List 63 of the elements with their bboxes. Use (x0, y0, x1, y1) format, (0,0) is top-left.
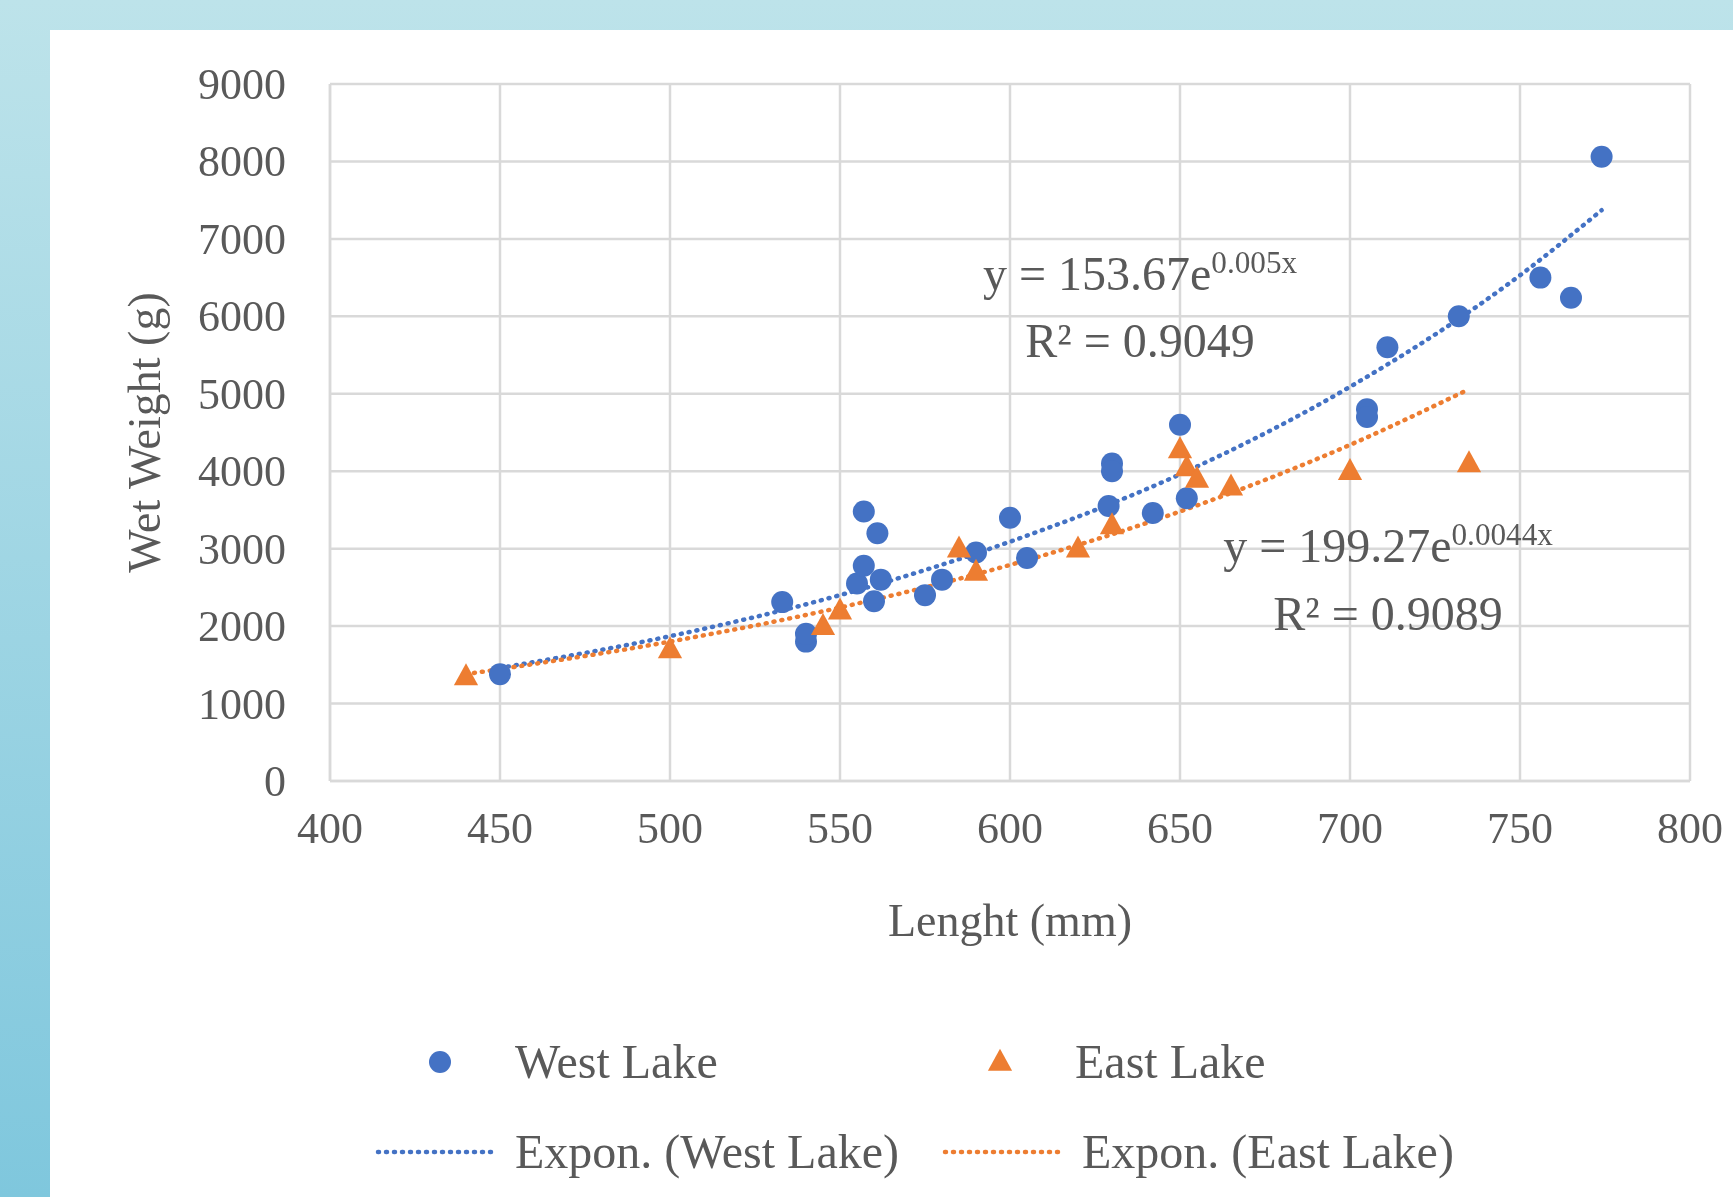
point (771, 591, 794, 614)
x-tick-label: 600 (977, 804, 1043, 853)
y-tick-label: 0 (264, 757, 286, 806)
point (1218, 473, 1244, 496)
point (453, 663, 479, 686)
point (827, 597, 853, 620)
y-tick-label: 7000 (198, 214, 286, 264)
point (963, 558, 989, 581)
point (810, 612, 836, 635)
point (914, 584, 936, 607)
legend-label: Expon. (East Lake) (1082, 1125, 1454, 1179)
y-tick-label: 4000 (198, 447, 286, 497)
x-tick-label: 450 (467, 804, 533, 853)
point (999, 506, 1021, 529)
annotation: y = 199.27e$^{0.0044x}$ (1223, 516, 1554, 572)
point (846, 572, 868, 595)
point (863, 590, 885, 613)
point (852, 500, 875, 523)
y-tick-label: 6000 (198, 292, 286, 342)
point (1184, 465, 1210, 488)
x-tick-label: 500 (637, 804, 703, 853)
point (869, 568, 892, 591)
x-tick-label: 700 (1317, 804, 1383, 853)
x-tick-label: 800 (1657, 804, 1723, 853)
y-tick-label: 8000 (198, 137, 286, 187)
point (1065, 535, 1091, 558)
legend-label: West Lake (515, 1035, 718, 1088)
point (931, 568, 953, 591)
y-tick-label: 2000 (198, 602, 286, 652)
x-tick-label: 650 (1147, 804, 1213, 853)
point (1099, 512, 1125, 535)
y-tick-label: 5000 (198, 369, 286, 419)
y-tick-label: 1000 (198, 679, 286, 729)
point (489, 663, 511, 686)
point (852, 554, 875, 577)
point (1529, 266, 1552, 289)
point (1337, 458, 1363, 481)
point (1097, 495, 1120, 518)
legend-label: East Lake (1075, 1035, 1266, 1088)
point (1560, 286, 1582, 309)
point (866, 522, 889, 545)
y-tick-label: 3000 (198, 524, 286, 574)
x-tick-label: 550 (807, 804, 873, 853)
point (1169, 413, 1191, 436)
y-axis-title: Wet Weight (g) (119, 292, 170, 573)
point (1590, 145, 1613, 168)
point (1447, 305, 1470, 328)
x-axis-title: Lenght (mm) (888, 895, 1132, 946)
point (657, 636, 683, 659)
y-tick-label: 9000 (198, 60, 286, 109)
annotation: R² = 0.9049 (1025, 314, 1255, 367)
x-tick-label: 400 (297, 804, 363, 853)
annotation: y = 153.67e$^{0.005x}$ (982, 244, 1298, 300)
point (1141, 502, 1164, 525)
legend-label: Expon. (West Lake) (515, 1125, 899, 1179)
point (1376, 336, 1399, 359)
point (1167, 436, 1193, 459)
annotation: R² = 0.9089 (1273, 587, 1503, 640)
point (1456, 450, 1482, 473)
point (1175, 487, 1198, 510)
x-tick-label: 750 (1487, 804, 1553, 853)
point (946, 535, 972, 558)
point (1016, 546, 1038, 569)
